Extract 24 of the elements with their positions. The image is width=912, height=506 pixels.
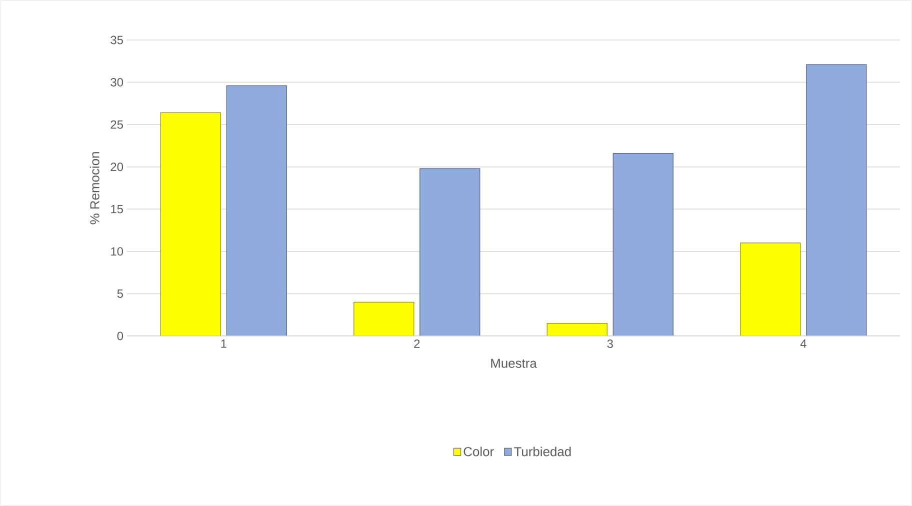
- y-tick-label: 10: [111, 247, 124, 256]
- x-tick-label: 2: [414, 340, 420, 348]
- x-tick-label: 1: [221, 340, 226, 348]
- y-tick-label: 20: [110, 162, 124, 172]
- bar: [612, 153, 674, 336]
- y-tick-label: 15: [111, 204, 123, 214]
- bar: [226, 85, 287, 336]
- legend-label: Color: [464, 446, 494, 456]
- legend-label: Turbiedad: [514, 446, 571, 456]
- bar: [354, 302, 414, 336]
- x-tick-label: 4: [800, 340, 806, 348]
- y-tick-label: 0: [117, 332, 124, 340]
- y-axis-title: % Remocion: [90, 152, 100, 224]
- x-tick-label: 3: [607, 340, 613, 348]
- bar: [806, 64, 867, 336]
- x-axis-title: Muestra: [491, 358, 537, 368]
- y-tick-label: 5: [117, 290, 123, 298]
- y-tick-label: 25: [110, 120, 123, 129]
- bar: [740, 242, 801, 336]
- bar: [160, 112, 221, 336]
- bar: [546, 323, 608, 336]
- y-tick-label: 35: [110, 36, 123, 44]
- y-tick-label: 30: [110, 78, 124, 86]
- bar: [420, 168, 480, 336]
